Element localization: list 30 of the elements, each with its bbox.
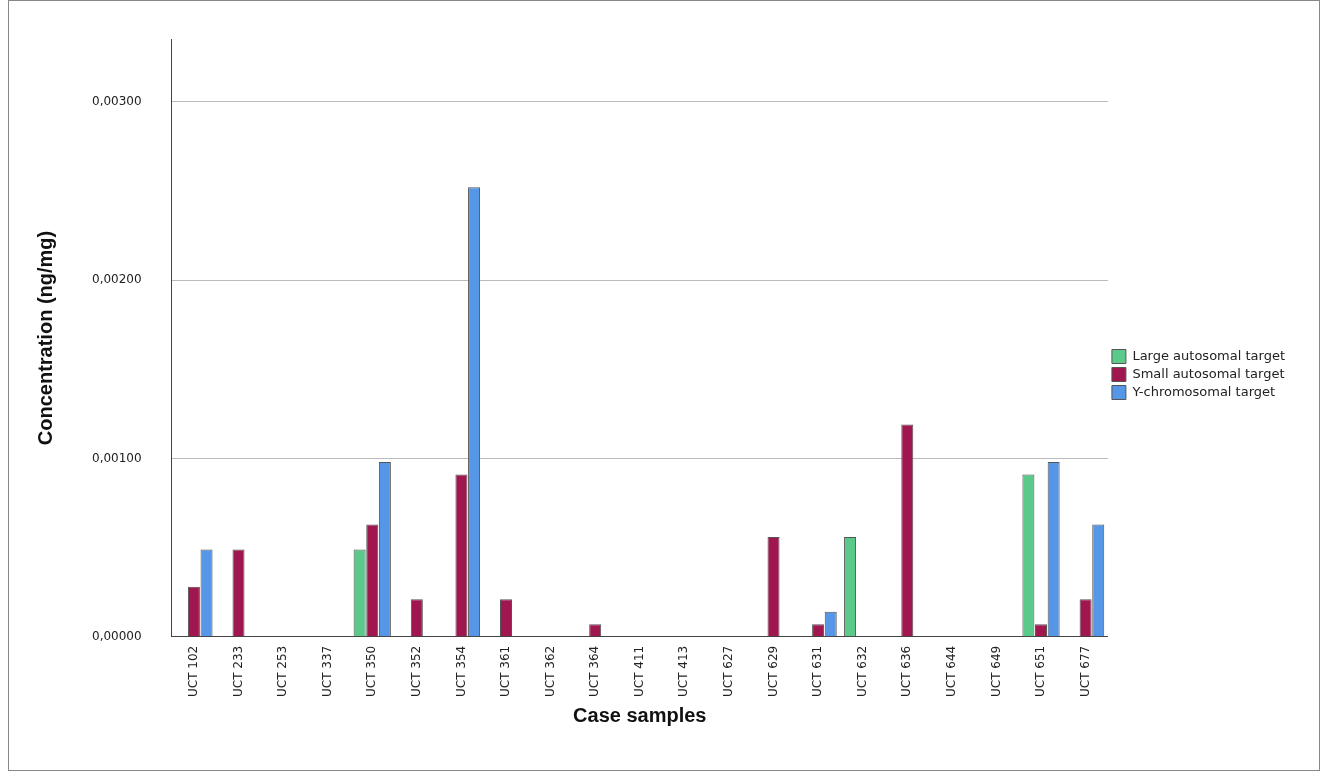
- x-tick-label: UCT 352: [408, 645, 423, 698]
- x-tick-label: UCT 361: [498, 645, 513, 698]
- legend-label: Y-chromosomal target: [1131, 383, 1276, 399]
- x-tick-label: UCT 631: [810, 645, 825, 698]
- x-tick-label: UCT 253: [275, 645, 290, 698]
- x-tick-label: UCT 411: [631, 645, 646, 698]
- x-tick-label: UCT 364: [587, 645, 602, 698]
- x-tick-label: UCT 644: [943, 645, 958, 698]
- y-tick-label: 0,00200: [92, 272, 142, 287]
- x-tick-label: UCT 102: [186, 645, 201, 698]
- x-tick-label: UCT 651: [1033, 645, 1048, 698]
- x-tick-label: UCT 337: [319, 645, 334, 698]
- x-tick-label: UCT 233: [230, 645, 245, 698]
- x-tick-label: UCT 636: [899, 645, 914, 698]
- x-tick-label: UCT 632: [854, 645, 869, 698]
- y-axis-title: Concentration (ng/mg): [33, 230, 56, 446]
- legend-label: Large autosomal target: [1132, 347, 1285, 363]
- y-tick-label: 0,00000: [92, 628, 142, 643]
- x-tick-label: UCT 627: [721, 645, 736, 698]
- y-tick-label: 0,00100: [92, 450, 142, 465]
- x-tick-label: UCT 350: [364, 645, 379, 698]
- x-tick-label: UCT 629: [765, 645, 780, 698]
- x-tick-label: UCT 413: [676, 645, 691, 698]
- x-axis-title: Case samples: [573, 703, 707, 726]
- legend-label: Small autosomal target: [1132, 365, 1285, 381]
- x-tick-label: UCT 649: [988, 645, 1003, 698]
- x-tick-label: UCT 677: [1077, 645, 1092, 698]
- x-tick-label: UCT 362: [542, 645, 557, 698]
- x-tick-label: UCT 354: [453, 645, 468, 698]
- y-tick-label: 0,00300: [92, 93, 142, 108]
